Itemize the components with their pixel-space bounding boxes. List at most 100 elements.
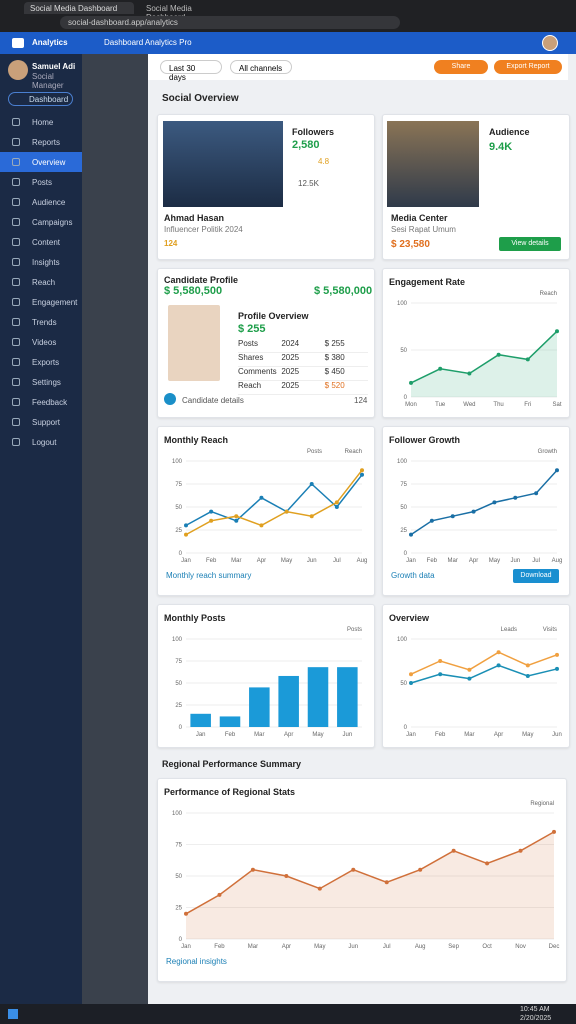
nav-item[interactable]: Logout	[0, 432, 82, 452]
x-tick-label: Jul	[333, 558, 341, 564]
point	[492, 500, 497, 505]
x-tick-label: Jul	[383, 944, 391, 950]
nav-item[interactable]: Overview	[0, 152, 82, 172]
x-tick-label: Aug	[415, 944, 426, 950]
point	[351, 867, 356, 872]
y-tick-label: 50	[400, 348, 407, 354]
nav-label: Logout	[32, 438, 57, 447]
nav-item[interactable]: Posts	[0, 172, 82, 192]
cell: 2025	[281, 367, 300, 376]
point	[309, 482, 314, 486]
nav-item[interactable]: Engagement	[0, 292, 82, 312]
nav-item[interactable]: Audience	[0, 192, 82, 212]
nav-item[interactable]: Videos	[0, 332, 82, 352]
nav-item[interactable]: Insights	[0, 252, 82, 272]
start[interactable]	[8, 1009, 18, 1019]
x-tick-label: Tue	[435, 402, 446, 408]
legend-entry: Visits	[543, 627, 557, 633]
nav-item[interactable]: Reports	[0, 132, 82, 152]
point	[496, 650, 501, 655]
y-tick-label: 0	[404, 551, 408, 557]
rows: Posts 2024 $ 255 Shares 2025 $ 380 Comments 202…	[238, 339, 368, 395]
chart: 0 50 100 Mon Tue Wed Thu Fri Sat Reach	[397, 291, 562, 408]
y-tick-label: 100	[172, 637, 183, 643]
nav-item[interactable]: Trends	[0, 312, 82, 332]
chart: 0 25 50 75 100 Jan Feb Mar Apr May Jun Jul Aug Sep Oct…	[172, 801, 560, 950]
y-tick-label: 75	[400, 482, 407, 488]
address-bar[interactable]: social-dashboard.app/analytics	[60, 16, 400, 29]
nav-label: Campaigns	[32, 218, 73, 227]
name: Profile Overview	[238, 311, 309, 321]
nav-item[interactable]: Exports	[0, 352, 82, 372]
x-tick-label: Jan	[406, 732, 416, 738]
chart: 0 25 50 75 100 Jan Feb Mar Apr May Jun Jul Aug Growth	[397, 449, 562, 564]
tab[interactable]: Social Media Dashboard	[24, 2, 134, 14]
y-tick-label: 25	[175, 906, 182, 912]
nav-item[interactable]: Support	[0, 412, 82, 432]
tab[interactable]: Social Media Dashboard	[146, 4, 192, 22]
y-tick-label: 50	[400, 505, 407, 511]
filter[interactable]: Last 30 days	[160, 60, 222, 82]
line	[410, 330, 558, 384]
x-tick-label: Dec	[549, 944, 560, 950]
y-tick-label: 0	[179, 725, 183, 731]
x-tick-label: Apr	[257, 558, 266, 564]
search[interactable]: Dashboard	[8, 92, 73, 106]
nav-item[interactable]: Settings	[0, 372, 82, 392]
y-tick-label: 25	[175, 703, 182, 709]
cell: 2025	[281, 353, 300, 362]
x-tick-label: May	[312, 732, 323, 738]
x-tick-label: Apr	[284, 732, 293, 738]
chart-card: Overview 0 50 100 Jan Feb Mar Apr May Jun Visits Le…	[382, 604, 570, 748]
y-tick-label: 75	[175, 482, 182, 488]
point	[309, 514, 314, 519]
nav-icon	[12, 418, 20, 426]
section-title: Social Overview	[162, 93, 239, 104]
chart-card: Engagement Rate 0 50 100 Mon Tue Wed Thu Fri Sat R…	[382, 268, 570, 418]
filter[interactable]: All channels	[230, 60, 292, 74]
profile-card: Followers 2,580 4.8 12.5K Ahmad Hasan In…	[157, 114, 375, 260]
icon	[164, 393, 176, 405]
x-tick-label: Jan	[181, 558, 191, 564]
amount: $ 23,580	[391, 239, 430, 250]
x-tick-label: Apr	[469, 558, 478, 564]
nav-item[interactable]: Home	[0, 112, 82, 132]
x-tick-label: Wed	[463, 402, 475, 408]
chart-title: Follower Growth	[389, 435, 460, 445]
point	[184, 911, 188, 916]
label: Audience	[489, 127, 530, 137]
share-button[interactable]: Share	[434, 60, 488, 74]
row: Comments 2025 $ 450	[238, 367, 368, 381]
nav-icon	[12, 358, 20, 366]
browser-chrome: Social Media Dashboard Social Media Dash…	[0, 0, 576, 32]
point	[438, 672, 443, 677]
nav-item[interactable]: Content	[0, 232, 82, 252]
avatar[interactable]	[542, 35, 558, 51]
logo	[12, 38, 24, 48]
export-button[interactable]: Export Report	[494, 60, 562, 74]
x-tick-label: Jan	[181, 944, 191, 950]
cell: $ 255	[324, 339, 345, 348]
filter-bar: Last 30 days All channels Share Export R…	[148, 54, 568, 82]
point	[184, 523, 188, 528]
stat: 2,580	[292, 139, 320, 151]
point	[467, 676, 472, 681]
details-button[interactable]: View details	[499, 237, 561, 251]
x-tick-label: Mon	[405, 402, 417, 408]
point	[209, 518, 214, 523]
x-tick-label: Feb	[435, 732, 446, 738]
y-tick-label: 0	[179, 551, 183, 557]
nav-item[interactable]: Reach	[0, 272, 82, 292]
point	[496, 352, 501, 357]
x-tick-label: Jul	[532, 558, 540, 564]
chart-button[interactable]: Download	[513, 569, 559, 583]
nav-item[interactable]: Feedback	[0, 392, 82, 412]
y-tick-label: 0	[404, 725, 408, 731]
bar	[219, 716, 241, 727]
nav-label: Overview	[32, 158, 66, 167]
total: $ 5,580,500	[164, 285, 223, 297]
nav-icon	[12, 238, 20, 246]
count: 124	[354, 396, 368, 405]
nav-item[interactable]: Campaigns	[0, 212, 82, 232]
